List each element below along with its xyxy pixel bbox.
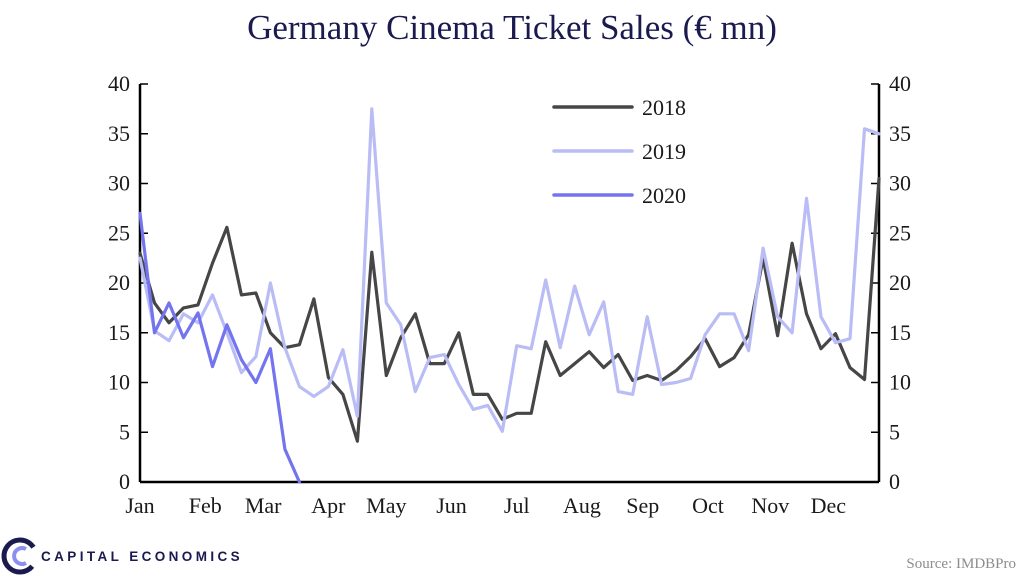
legend-label-2018: 2018 bbox=[642, 95, 686, 120]
y-tick-label-left: 0 bbox=[119, 469, 130, 494]
series-line-2019 bbox=[138, 107, 881, 433]
brand-name: CAPITAL ECONOMICS bbox=[41, 549, 243, 564]
x-tick-label-oct: Oct bbox=[692, 493, 724, 518]
y-tick-label-left: 10 bbox=[108, 370, 130, 395]
x-tick-label-jul: Jul bbox=[504, 493, 530, 518]
legend-label-2020: 2020 bbox=[642, 183, 686, 208]
y-tick-label-right: 35 bbox=[889, 121, 911, 146]
x-tick-label-mar: Mar bbox=[245, 493, 282, 518]
capital-economics-logo-icon bbox=[1, 537, 39, 575]
y-tick-label-right: 30 bbox=[889, 171, 911, 196]
x-tick-label-nov: Nov bbox=[751, 493, 789, 518]
x-tick-label-jun: Jun bbox=[436, 493, 467, 518]
x-tick-label-feb: Feb bbox=[189, 493, 222, 518]
y-tick-label-right: 10 bbox=[889, 370, 911, 395]
x-tick-label-jan: Jan bbox=[125, 493, 154, 518]
y-tick-label-left: 25 bbox=[108, 220, 130, 245]
y-tick-label-left: 40 bbox=[108, 71, 130, 96]
y-tick-label-left: 35 bbox=[108, 121, 130, 146]
x-tick-label-sep: Sep bbox=[626, 493, 659, 518]
y-tick-label-right: 15 bbox=[889, 320, 911, 345]
y-tick-label-right: 0 bbox=[889, 469, 900, 494]
series-line-2018 bbox=[138, 176, 881, 443]
legend-label-2019: 2019 bbox=[642, 139, 686, 164]
source-note: Source: IMDBPro bbox=[906, 556, 1016, 572]
y-tick-label-left: 20 bbox=[108, 270, 130, 295]
y-tick-label-right: 25 bbox=[889, 220, 911, 245]
y-tick-label-left: 5 bbox=[119, 419, 130, 444]
chart-title: Germany Cinema Ticket Sales (€ mn) bbox=[247, 8, 777, 47]
y-tick-label-right: 20 bbox=[889, 270, 911, 295]
y-tick-label-left: 30 bbox=[108, 171, 130, 196]
x-tick-label-apr: Apr bbox=[311, 493, 346, 518]
y-tick-label-left: 15 bbox=[108, 320, 130, 345]
series-layer bbox=[138, 107, 881, 484]
legend: 2018 2019 2020 bbox=[552, 95, 686, 208]
x-tick-label-aug: Aug bbox=[563, 493, 601, 518]
x-tick-label-dec: Dec bbox=[811, 493, 847, 518]
y-tick-label-right: 5 bbox=[889, 419, 900, 444]
y-tick-label-right: 40 bbox=[889, 71, 911, 96]
x-tick-label-may: May bbox=[366, 493, 406, 518]
series-line-2020 bbox=[138, 211, 301, 484]
